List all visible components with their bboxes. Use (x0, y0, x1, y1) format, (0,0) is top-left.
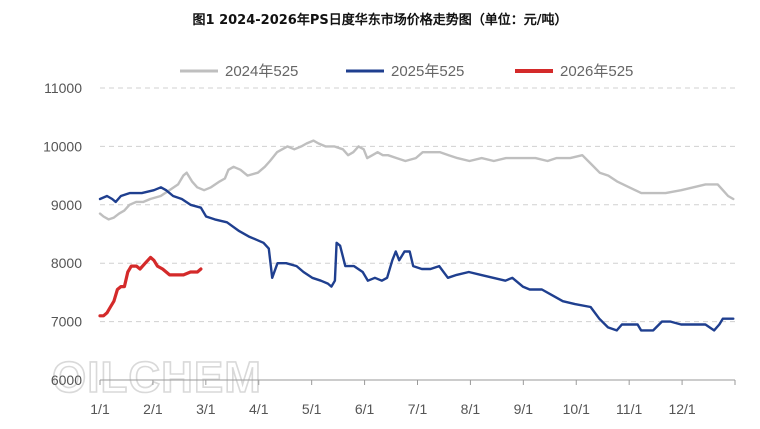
x-tick-label-8: 8/1 (461, 401, 481, 417)
y-tick-label-8000: 8000 (51, 255, 82, 271)
x-tick-label-6: 6/1 (355, 401, 375, 417)
legend-label-3: 2026年525 (560, 63, 633, 80)
x-tick-label-12: 12/1 (668, 401, 695, 417)
x-tick-label-7: 7/1 (408, 401, 428, 417)
y-tick-label-7000: 7000 (51, 314, 82, 330)
y-tick-label-10000: 10000 (43, 138, 82, 154)
y-tick-label-11000: 11000 (44, 80, 82, 96)
x-tick-label-4: 4/1 (249, 401, 269, 417)
x-tick-label-3: 3/1 (196, 401, 216, 417)
x-tick-label-11: 11/1 (616, 401, 642, 417)
series-line-1 (98, 139, 735, 221)
legend-label-1: 2024年525 (225, 63, 298, 80)
x-tick-label-2: 2/1 (143, 401, 163, 417)
x-tick-label-5: 5/1 (302, 401, 322, 417)
series-line-3 (98, 255, 203, 318)
legend-label-2: 2025年525 (391, 63, 464, 80)
x-tick-label-10: 10/1 (563, 401, 590, 417)
oilchem-watermark: OILCHEM (52, 353, 262, 402)
series-line-2 (98, 186, 735, 332)
x-tick-label-1: 1/1 (90, 401, 110, 417)
y-tick-label-6000: 6000 (51, 372, 82, 388)
chart-title: 图1 2024-2026年PS日度华东市场价格走势图（单位：元/吨） (192, 13, 568, 28)
x-tick-label-9: 9/1 (514, 401, 534, 417)
y-tick-label-9000: 9000 (51, 197, 82, 213)
